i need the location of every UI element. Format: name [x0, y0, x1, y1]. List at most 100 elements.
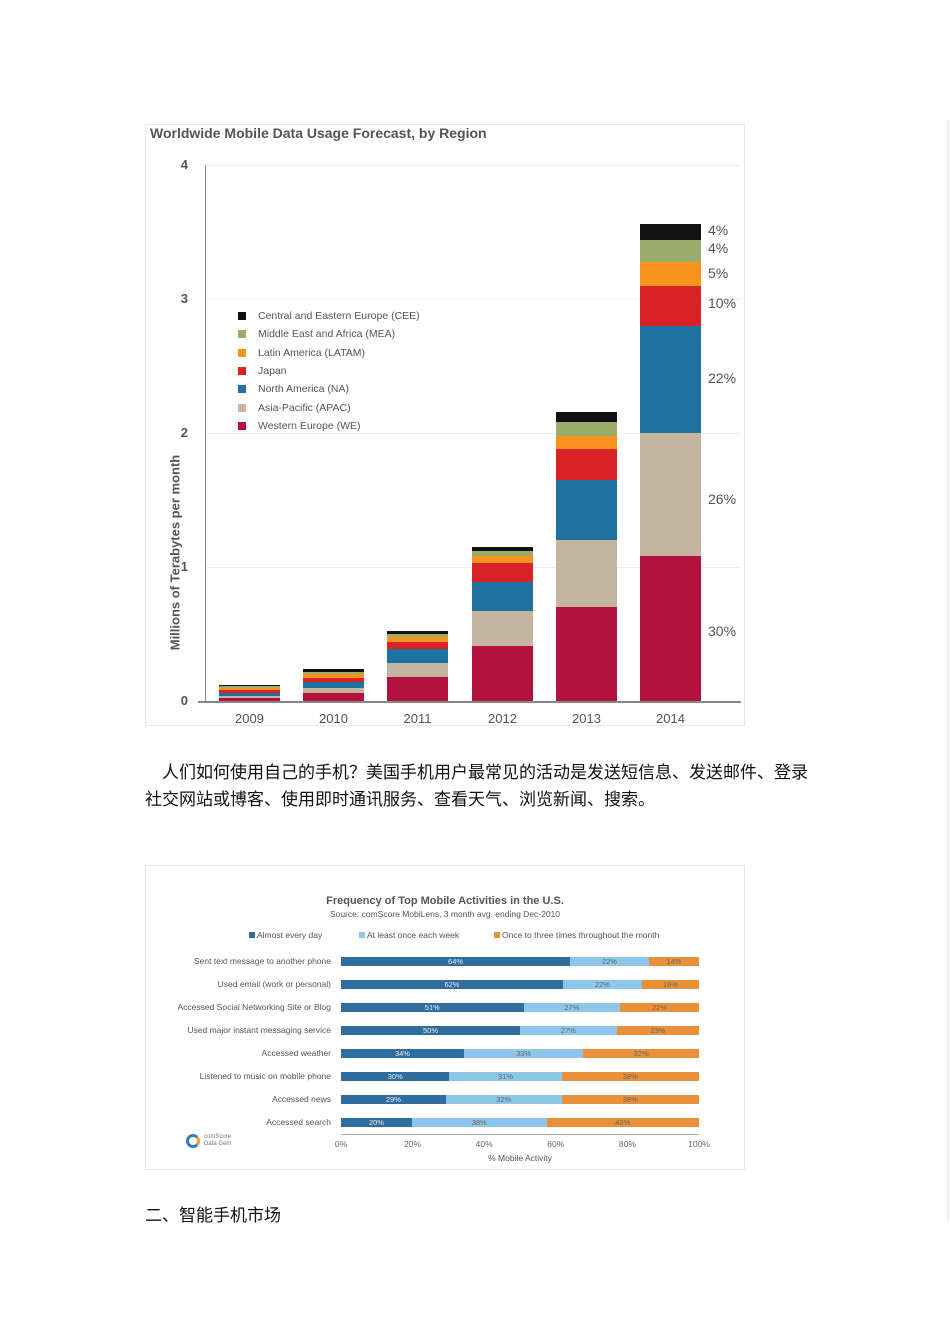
- bar-segment: [219, 692, 280, 696]
- bar-segment: [303, 674, 364, 679]
- bar-segment: 62%: [341, 980, 563, 989]
- x-tick-label: 2009: [235, 711, 264, 726]
- x-tick-label: 0%: [334, 1139, 348, 1149]
- x-tick-label: 2012: [488, 711, 517, 726]
- row-label: Accessed weather: [261, 1048, 331, 1058]
- legend-swatch-icon: [249, 932, 255, 938]
- bar-segment: 64%: [341, 957, 571, 966]
- x-tick-label: 2011: [403, 711, 432, 726]
- paragraph-text: 人们如何使用自己的手机？美国手机用户最常见的活动是发送短信息、发送邮件、登录社交…: [145, 763, 808, 810]
- bar-segment: [556, 479, 617, 541]
- bar-segment: [387, 631, 448, 635]
- legend-item: Japan: [238, 362, 420, 380]
- activity-bar: 62% 22% 16%: [341, 980, 699, 989]
- bar-segment: [472, 550, 533, 557]
- bar-segment: [219, 698, 280, 701]
- figure-mobile-activities: Frequency of Top Mobile Activities in th…: [145, 865, 745, 1170]
- bar-segment: [472, 611, 533, 647]
- x-tick-label: 2013: [572, 711, 601, 726]
- bar-segment: 50%: [341, 1026, 520, 1035]
- bar-segment: 43%: [546, 1118, 699, 1127]
- stacked-bar-2010: [303, 668, 364, 701]
- x-axis: [198, 701, 741, 703]
- body-paragraph: 人们如何使用自己的手机？美国手机用户最常见的活动是发送短信息、发送邮件、登录社交…: [145, 760, 815, 814]
- legend-label: North America (NA): [258, 383, 350, 396]
- bar-segment: [219, 695, 280, 699]
- comscore-logo: comScore Data Gem: [186, 1134, 231, 1148]
- bar-segment: 38%: [561, 1095, 699, 1104]
- x-tick-label: 2010: [319, 711, 348, 726]
- bar-segment: [556, 435, 617, 450]
- y-axis-label: Millions of Terabytes per month: [167, 454, 183, 651]
- legend-item: Middle East and Africa (MEA): [238, 325, 420, 343]
- bar-segment: [472, 546, 533, 551]
- bar-segment: 16%: [641, 980, 699, 989]
- bar-segment: [556, 449, 617, 480]
- legend-item: Latin America (LATAM): [238, 344, 420, 362]
- bar-segment: [556, 411, 617, 423]
- bar-segment: [219, 686, 280, 688]
- bar-segment: [472, 646, 533, 701]
- legend-label: Once to three times throughout the month: [502, 930, 660, 940]
- bar-segment: 34%: [341, 1049, 464, 1058]
- bar-segment: [303, 682, 364, 688]
- bar-segment: [472, 581, 533, 612]
- row-label: Accessed search: [266, 1117, 331, 1127]
- bar-segment: [640, 261, 701, 286]
- legend-label: Latin America (LATAM): [258, 346, 365, 359]
- legend-label: Middle East and Africa (MEA): [258, 328, 396, 341]
- bar-segment: [303, 692, 364, 701]
- row-label: Accessed news: [271, 1094, 331, 1104]
- logo-text: Data Gem: [204, 1141, 232, 1147]
- x-tick-label: 60%: [547, 1139, 565, 1149]
- bar-segment: 29%: [341, 1095, 446, 1104]
- legend-label: Western Europe (WE): [258, 419, 361, 432]
- x-tick-label: 100%: [688, 1139, 710, 1149]
- activity-bar: 30% 31% 38%: [341, 1072, 699, 1081]
- y-tick-label: 3: [180, 291, 188, 306]
- legend-item: North America (NA): [238, 380, 420, 398]
- legend-swatch-icon: [238, 312, 246, 321]
- bar-segment: 22%: [620, 1003, 699, 1012]
- bar-segment: [640, 285, 701, 326]
- legend-swatch-icon: [359, 932, 365, 938]
- bar-segment: 38%: [561, 1072, 699, 1081]
- activity-bar: 64% 22% 14%: [341, 957, 699, 966]
- stacked-bar-2014: [640, 224, 701, 701]
- chart-title: Frequency of Top Mobile Activities in th…: [326, 895, 564, 907]
- bar-segment: 20%: [341, 1118, 412, 1127]
- figure-data-usage-forecast: Worldwide Mobile Data Usage Forecast, by…: [145, 124, 745, 726]
- legend-item: Western Europe (WE): [238, 417, 420, 435]
- bar-segment: [219, 684, 280, 687]
- bar-segment: [387, 648, 448, 664]
- share-label: 5%: [708, 265, 729, 281]
- share-label: 4%: [708, 222, 729, 238]
- legend-item: Asia-Pacific (APAC): [238, 398, 420, 416]
- bar-segment: [219, 690, 280, 693]
- bar-segment: [640, 325, 701, 433]
- stacked-bar-2009: [219, 684, 280, 701]
- bar-segment: [472, 556, 533, 563]
- legend-swatch-icon: [494, 932, 500, 938]
- share-label: 30%: [708, 623, 737, 639]
- row-label: Accessed Social Networking Site or Blog: [177, 1002, 331, 1012]
- stacked-bar-2011: [387, 631, 448, 701]
- gridline: [206, 433, 741, 434]
- legend-item: Almost every day: [249, 930, 322, 940]
- legend-label: Asia-Pacific (APAC): [258, 401, 351, 414]
- row-label: Used email (work or personal): [217, 979, 331, 989]
- row-label: Used major instant messaging service: [187, 1025, 331, 1035]
- page-edge: [947, 120, 949, 1220]
- legend-swatch-icon: [238, 403, 246, 412]
- bar-segment: [640, 556, 701, 701]
- legend-swatch-icon: [238, 385, 246, 394]
- stacked-bar-2012: [472, 546, 533, 701]
- y-tick-label: 1: [180, 559, 188, 574]
- section-heading: 二、智能手机市场: [145, 1206, 281, 1226]
- x-tick-label: 2014: [656, 711, 685, 726]
- bar-segment: [303, 668, 364, 672]
- legend-label: Central and Eastern Europe (CEE): [258, 310, 420, 323]
- bar-segment: 22%: [562, 980, 642, 989]
- x-tick-label: 20%: [404, 1139, 422, 1149]
- x-tick-label: 80%: [618, 1139, 636, 1149]
